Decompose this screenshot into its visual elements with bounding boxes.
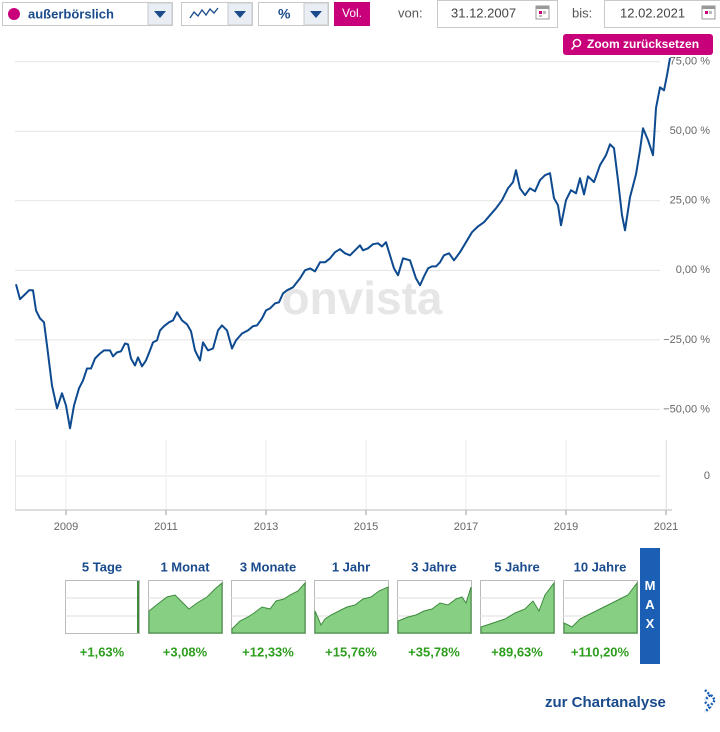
unit-select[interactable]: % (259, 3, 329, 26)
period-label: 10 Jahre (574, 559, 627, 574)
period-change: +35,78% (408, 644, 460, 659)
chart-type-select[interactable] (182, 3, 253, 26)
period-label: 3 Jahre (411, 559, 457, 574)
period-change: +110,20% (571, 644, 630, 659)
x-tick-label: 2011 (154, 521, 178, 533)
chevrons (705, 690, 715, 712)
to-date: 12.02.2021 (620, 5, 685, 20)
period-change: +3,08% (163, 644, 208, 659)
period-tab[interactable]: 3 Monate +12,33% (231, 559, 306, 659)
period-tab[interactable]: 10 Jahre +110,20% (563, 559, 638, 659)
period-change: +89,63% (491, 644, 543, 659)
chart-analysis-link[interactable]: zur Chartanalyse (545, 694, 666, 711)
y-tick-label: 25,00 % (670, 195, 711, 207)
x-tick-label: 2021 (654, 521, 678, 533)
period-label: 1 Jahr (332, 559, 370, 574)
period-change: +15,76% (325, 644, 377, 659)
period-change: +12,33% (242, 644, 294, 659)
y-tick-label: −50,00 % (663, 403, 710, 415)
volume-tick-label: 0 (704, 470, 710, 482)
period-tab[interactable]: 3 Jahre +35,78% (397, 559, 472, 659)
period-label: 5 Tage (82, 559, 122, 574)
x-tick-label: 2017 (454, 521, 478, 533)
y-tick-label: 0,00 % (676, 264, 710, 276)
period-tabs: 5 Tage +1,63% 1 Monat +3,08% 3 Monate +12,33%… (65, 559, 638, 659)
period-tab[interactable]: 5 Tage +1,63% (65, 559, 140, 659)
to-label: bis: (572, 5, 592, 20)
from-label: von: (398, 5, 423, 20)
dot (8, 8, 20, 20)
period-change: +1,63% (80, 644, 125, 659)
from-date: 31.12.2007 (451, 5, 516, 20)
zoom-reset: Zoom zurücksetzen (587, 37, 699, 51)
period-label: 1 Monat (160, 559, 210, 574)
zoom-reset-button[interactable]: Zoom zurücksetzen (563, 34, 713, 55)
calendar-icon[interactable] (536, 6, 549, 19)
x-tick-label: 2019 (554, 521, 578, 533)
price-line (16, 58, 670, 428)
y-tick-label: 50,00 % (670, 125, 711, 137)
y-tick-label: 75,00 % (670, 56, 711, 68)
unit: % (278, 6, 291, 22)
watermark: onvista (281, 272, 442, 324)
y-tick-label: −25,00 % (663, 334, 710, 346)
period-label: 5 Jahre (494, 559, 540, 574)
period-tab[interactable]: 1 Monat +3,08% (148, 559, 223, 659)
period-tab[interactable]: 1 Jahr +15,76% (314, 559, 389, 659)
sparkline-box (66, 581, 140, 634)
x-tick-label: 2015 (354, 521, 378, 533)
exchange: außerbörslich (28, 6, 114, 21)
period-tab[interactable]: 5 Jahre +89,63% (480, 559, 555, 659)
max-button[interactable]: MAX (640, 548, 660, 664)
x-tick-label: 2009 (54, 521, 78, 533)
calendar-icon[interactable] (702, 6, 715, 19)
volume-label: Vol. (342, 6, 362, 20)
period-label: 3 Monate (240, 559, 296, 574)
exchange-select[interactable]: außerbörslich (3, 3, 173, 26)
x-tick-label: 2013 (254, 521, 278, 533)
